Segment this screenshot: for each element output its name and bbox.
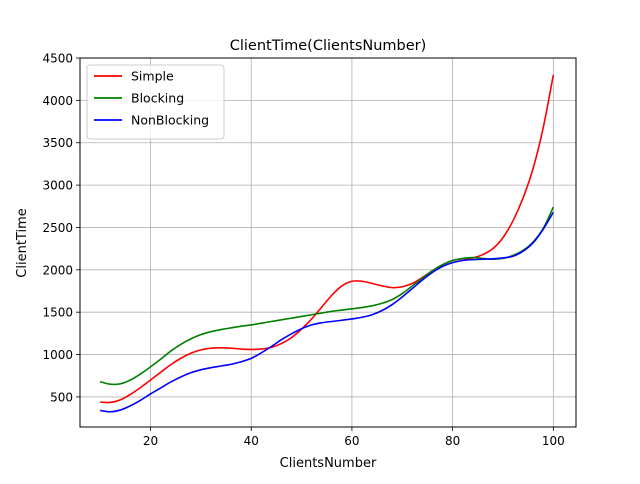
series-line-simple xyxy=(100,74,555,404)
series-lines xyxy=(99,74,555,413)
legend-label-nonblocking: NonBlocking xyxy=(131,113,209,128)
y-tick-label: 500 xyxy=(50,390,73,404)
x-tick-label: 60 xyxy=(344,434,359,448)
x-tick-label: 100 xyxy=(542,434,565,448)
axis-ticks: 20 40 60 80 100 500 1000 1500 2000 2500 3000 3500 40… xyxy=(42,52,564,449)
y-tick-label: 1000 xyxy=(42,348,73,362)
plot-frame xyxy=(79,57,577,428)
y-tick-label: 2500 xyxy=(42,221,73,235)
y-tick-label: 3000 xyxy=(42,179,73,193)
legend-label-simple: Simple xyxy=(131,69,174,84)
x-tick-label: 40 xyxy=(244,434,259,448)
series-line-blocking xyxy=(99,206,555,386)
y-tick-label: 4500 xyxy=(42,52,73,66)
chart-title: ClientTime(ClientsNumber) xyxy=(230,38,427,54)
y-tick-label: 2000 xyxy=(42,263,73,277)
series-line-nonblocking xyxy=(100,211,555,413)
x-tick-label: 20 xyxy=(143,434,158,448)
y-tick-label: 1500 xyxy=(42,306,73,320)
legend: Simple Blocking NonBlocking xyxy=(86,64,225,140)
x-tick-label: 80 xyxy=(445,434,460,448)
x-axis-label: ClientsNumber xyxy=(280,456,377,471)
y-tick-label: 4000 xyxy=(42,94,73,108)
y-axis-label: ClientTime xyxy=(15,208,30,277)
legend-label-blocking: Blocking xyxy=(131,91,184,106)
y-tick-label: 3500 xyxy=(42,136,73,150)
